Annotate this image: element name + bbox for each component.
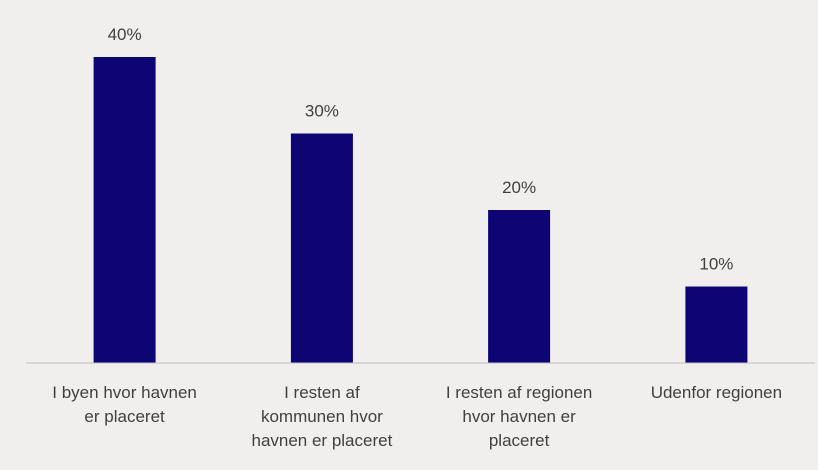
data-label-4: 10% <box>699 255 733 274</box>
x-tick-label-3: I resten af regionen hvor havnen er placer… <box>446 383 592 450</box>
x-tick-label-line: havnen er placeret <box>251 431 392 450</box>
x-tick-label-4: Udenfor regionen <box>651 383 782 402</box>
bar-2 <box>290 133 353 363</box>
x-tick-label-line: placeret <box>489 431 550 450</box>
x-tick-label-2: I resten af kommunen hvor havnen er placer… <box>251 383 392 450</box>
x-tick-label-line: I resten af regionen <box>446 383 592 402</box>
bar-1 <box>93 57 156 363</box>
bar-4 <box>685 286 748 363</box>
bar-3 <box>488 210 551 363</box>
data-label-2: 30% <box>305 102 339 121</box>
x-tick-label-line: kommunen hvor <box>261 407 383 426</box>
x-tick-label-line: Udenfor regionen <box>651 383 782 402</box>
data-label-1: 40% <box>108 25 142 44</box>
data-label-3: 20% <box>502 178 536 197</box>
x-tick-label-line: er placeret <box>84 407 165 426</box>
x-tick-label-line: I resten af <box>284 383 360 402</box>
x-tick-label-line: hvor havnen er <box>462 407 576 426</box>
x-tick-label-line: I byen hvor havnen <box>52 383 197 402</box>
x-tick-label-1: I byen hvor havnen er placeret <box>52 383 197 426</box>
